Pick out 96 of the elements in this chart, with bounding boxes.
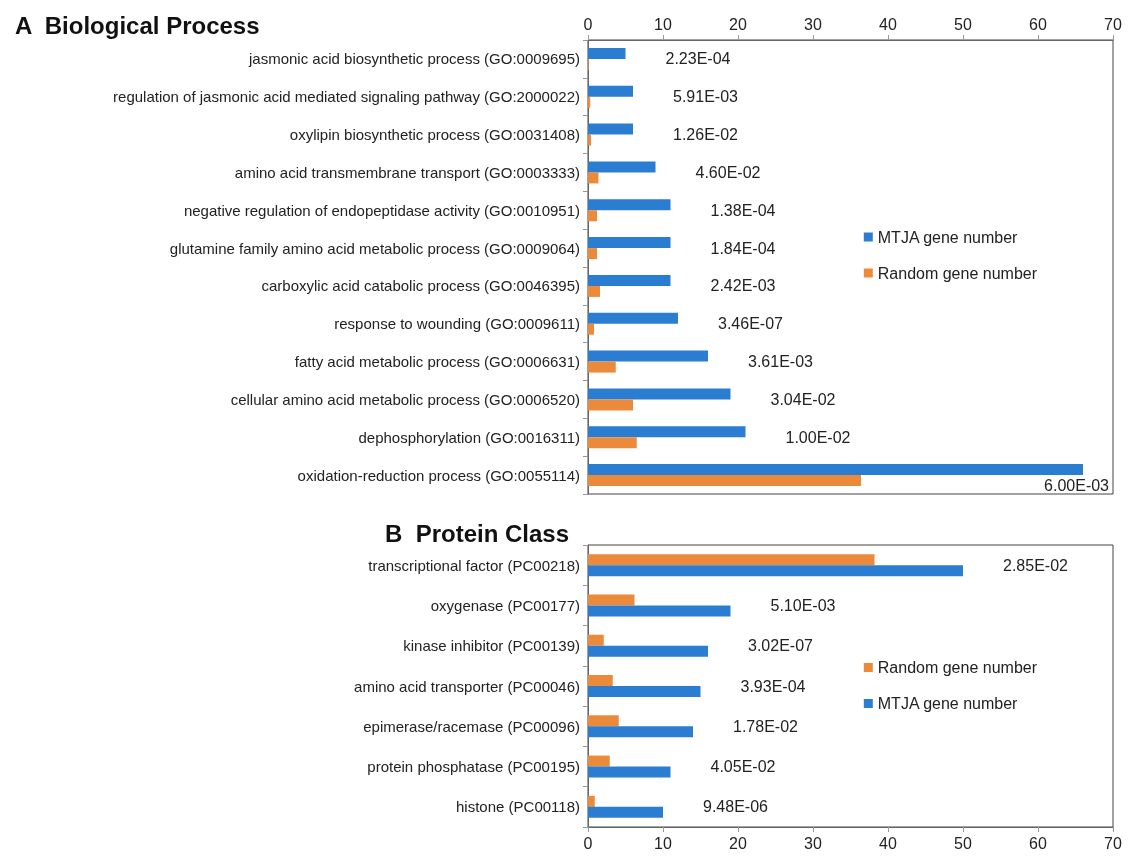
bar xyxy=(588,554,875,566)
bar xyxy=(588,123,633,135)
bar xyxy=(588,285,600,297)
y-tick-label: glutamine family amino acid metabolic process (GO:0009064) xyxy=(169,239,580,257)
bar xyxy=(588,274,671,286)
bar xyxy=(588,645,708,657)
legend-label: MTJA gene number xyxy=(877,228,1019,246)
bar xyxy=(588,85,633,97)
annotation: 4.05E-02 xyxy=(710,758,776,776)
x-tick-label: 30 xyxy=(804,15,822,33)
y-tick-label: negative regulation of endopeptidase activity (GO:0010951) xyxy=(183,201,580,219)
annotation: 1.78E-02 xyxy=(733,717,799,735)
y-tick-label: epimerase/racemase (PC00096) xyxy=(363,717,580,735)
y-tick-label: transcriptional factor (PC00218) xyxy=(368,556,580,574)
annotation: 2.85E-02 xyxy=(1003,556,1069,574)
y-tick-label: fatty acid metabolic process (GO:0006631) xyxy=(294,353,580,371)
x-tick-label: 70 xyxy=(1104,15,1122,33)
bar xyxy=(588,594,635,606)
x-tick-label: 60 xyxy=(1029,834,1047,852)
x-tick-label: 40 xyxy=(879,834,897,852)
annotation: 1.26E-02 xyxy=(673,126,739,144)
bar xyxy=(588,399,633,411)
annotation: 2.23E-04 xyxy=(665,50,731,68)
y-tick-label: response to wounding (GO:0009611) xyxy=(334,315,580,333)
y-tick-label: regulation of jasmonic acid mediated signaling pathway (GO:2000022) xyxy=(113,88,580,106)
bar xyxy=(588,426,746,438)
x-tick-label: 10 xyxy=(654,15,672,33)
bar xyxy=(588,795,595,807)
legend-label: Random gene number xyxy=(877,264,1038,282)
bar xyxy=(588,686,701,697)
annotation: 1.38E-04 xyxy=(710,201,776,219)
y-tick-label: amino acid transporter (PC00046) xyxy=(354,677,580,695)
annotation: 3.46E-07 xyxy=(718,315,784,333)
annotation: 9.48E-06 xyxy=(703,798,769,816)
bar xyxy=(588,172,599,184)
bar xyxy=(588,675,613,686)
x-tick-label: 10 xyxy=(654,834,672,852)
bar xyxy=(588,350,708,362)
bar xyxy=(588,634,604,646)
y-tick-label: oxylipin biosynthetic process (GO:0031408) xyxy=(289,126,580,144)
annotation: 6.00E-03 xyxy=(1044,476,1110,494)
bar xyxy=(588,199,671,211)
bar xyxy=(588,605,731,617)
y-tick-label: histone (PC00118) xyxy=(456,798,580,816)
annotation: 1.84E-04 xyxy=(710,239,776,257)
x-tick-label: 0 xyxy=(583,15,593,33)
x-tick-label: 20 xyxy=(729,834,747,852)
annotation: 2.42E-03 xyxy=(710,277,776,295)
annotation: 5.91E-03 xyxy=(673,88,739,106)
y-tick-label: carboxylic acid catabolic process (GO:0046395) xyxy=(261,277,580,295)
bar xyxy=(588,210,597,222)
x-tick-label: 60 xyxy=(1029,15,1047,33)
y-tick-label: oxidation-reduction process (GO:0055114) xyxy=(297,466,580,484)
annotation: 3.04E-02 xyxy=(770,390,836,408)
x-tick-label: 20 xyxy=(729,15,747,33)
y-tick-label: oxygenase (PC00177) xyxy=(430,596,580,614)
annotation: 5.10E-03 xyxy=(770,596,836,614)
bar xyxy=(588,161,656,173)
bar xyxy=(588,755,610,767)
bar xyxy=(588,726,693,738)
bar xyxy=(588,475,861,487)
x-tick-label: 50 xyxy=(954,834,972,852)
y-tick-label: amino acid transmembrane transport (GO:0003333) xyxy=(234,163,580,181)
legend-label: Random gene number xyxy=(877,659,1038,676)
y-tick-label: kinase inhibitor (PC00139) xyxy=(403,637,580,655)
bar xyxy=(588,237,671,249)
bar xyxy=(588,134,591,146)
x-tick-label: 0 xyxy=(583,834,593,852)
bar xyxy=(588,361,616,373)
chart-title: B Protein Class xyxy=(385,519,570,547)
y-tick-label: protein phosphatase (PC00195) xyxy=(367,758,580,776)
annotation: 4.60E-02 xyxy=(695,163,761,181)
annotation: 1.00E-02 xyxy=(785,428,851,446)
bar xyxy=(588,437,637,449)
bar xyxy=(588,464,1083,476)
bar xyxy=(588,766,671,778)
legend-label: MTJA gene number xyxy=(877,695,1019,712)
x-tick-label: 30 xyxy=(804,834,822,852)
y-tick-label: jasmonic acid biosynthetic process (GO:0009695) xyxy=(248,50,580,68)
y-tick-label: cellular amino acid metabolic process (GO:0006520) xyxy=(230,390,580,408)
bar xyxy=(588,248,597,260)
bar xyxy=(588,323,594,335)
x-tick-label: 50 xyxy=(954,15,972,33)
annotation: 3.61E-03 xyxy=(748,353,814,371)
bar xyxy=(588,806,663,818)
x-tick-label: 40 xyxy=(879,15,897,33)
text: A Biological Process xyxy=(15,11,260,39)
bar xyxy=(588,388,731,400)
bar xyxy=(588,565,963,577)
annotation: 3.02E-07 xyxy=(748,637,814,655)
bar xyxy=(588,312,678,324)
annotation: 3.93E-04 xyxy=(740,677,806,695)
y-tick-label: dephosphorylation (GO:0016311) xyxy=(358,428,580,446)
bar xyxy=(588,47,626,59)
bar xyxy=(588,715,619,727)
x-tick-label: 70 xyxy=(1104,834,1122,852)
